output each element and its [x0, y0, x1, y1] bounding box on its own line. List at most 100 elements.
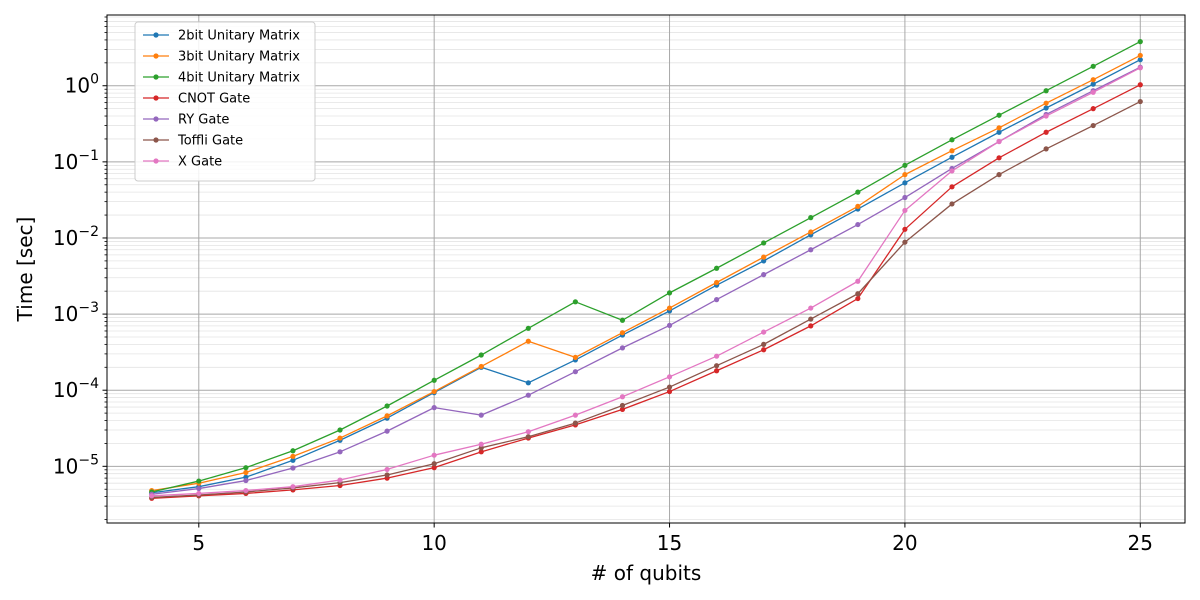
series-line	[151, 41, 1141, 493]
data-point	[290, 453, 296, 459]
legend-entry: CNOT Gate	[143, 92, 250, 107]
data-point	[478, 441, 484, 447]
data-point	[384, 466, 390, 473]
data-point	[761, 272, 767, 278]
data-point	[619, 406, 626, 412]
data-point	[761, 254, 767, 260]
series-layer	[149, 39, 1143, 501]
data-point	[431, 465, 437, 471]
data-point	[384, 413, 390, 419]
legend-marker-swatch	[153, 74, 159, 80]
data-point	[1043, 100, 1049, 106]
data-point	[431, 377, 437, 383]
data-point	[149, 493, 155, 499]
data-point	[996, 125, 1002, 131]
data-point	[761, 258, 767, 264]
data-point	[1090, 81, 1096, 87]
data-point	[1137, 82, 1143, 88]
data-point	[1090, 122, 1096, 129]
data-point	[902, 180, 908, 186]
data-point	[1090, 89, 1096, 95]
legend-marker-swatch	[153, 137, 159, 143]
legend-entry: 4bit Unitary Matrix	[143, 71, 300, 86]
data-point	[666, 374, 673, 380]
data-point	[337, 427, 343, 433]
data-point	[666, 305, 673, 311]
data-point	[196, 478, 202, 484]
data-point	[243, 469, 249, 476]
data-point	[808, 323, 814, 329]
data-point	[1090, 77, 1096, 83]
series-line	[151, 54, 1141, 492]
x-tick-label: 10	[421, 531, 446, 555]
x-tick-label: 5	[192, 531, 205, 555]
data-point	[761, 240, 767, 246]
data-point	[949, 201, 955, 207]
data-point	[902, 172, 908, 178]
x-tick-label: 20	[892, 531, 917, 555]
data-point	[572, 369, 578, 375]
y-tick-label: 10−2	[53, 224, 99, 250]
data-point	[808, 247, 814, 253]
legend-box	[134, 21, 316, 182]
data-point	[714, 265, 720, 271]
series-4bit-unitary-matrix	[149, 39, 1143, 495]
legend-entry: X Gate	[143, 155, 222, 170]
data-point	[1043, 146, 1049, 152]
data-point	[572, 412, 578, 418]
legend-entry: RY Gate	[143, 113, 229, 128]
data-point	[572, 299, 578, 305]
data-point	[1043, 105, 1049, 111]
data-point	[243, 487, 249, 494]
data-point	[243, 477, 249, 484]
data-point	[855, 189, 861, 195]
data-point	[855, 203, 861, 209]
data-point	[384, 428, 390, 434]
series-3bit-unitary-matrix	[149, 52, 1143, 494]
y-tick-label: 10−1	[53, 148, 99, 174]
data-point	[902, 226, 908, 232]
legend-marker-swatch	[153, 116, 159, 122]
x-axis-label: # of qubits	[591, 561, 702, 585]
data-point	[1137, 65, 1143, 71]
data-point	[855, 291, 861, 297]
data-point	[572, 420, 578, 426]
data-point	[1137, 39, 1143, 45]
data-point	[761, 341, 767, 347]
data-point	[431, 405, 437, 411]
data-point	[337, 449, 343, 455]
data-point	[619, 317, 626, 323]
data-point	[431, 461, 437, 467]
data-point	[808, 215, 814, 221]
data-point	[902, 162, 908, 168]
data-point	[290, 484, 296, 490]
legend-entry: 2bit Unitary Matrix	[143, 29, 300, 44]
data-point	[666, 384, 673, 390]
data-point	[619, 345, 626, 351]
ticks-layer: 10−5 10−4 10−3 10−2 10−1 100 5 10 15 20 25	[53, 16, 1153, 555]
data-point	[949, 154, 955, 160]
data-point	[949, 137, 955, 143]
series-line	[151, 100, 1141, 499]
data-point	[384, 472, 390, 478]
data-point	[808, 305, 814, 311]
data-point	[714, 279, 720, 286]
data-point	[996, 129, 1002, 135]
data-point	[290, 465, 296, 471]
data-point	[337, 477, 343, 483]
data-point	[290, 457, 296, 463]
data-point	[431, 388, 437, 395]
data-point	[431, 452, 437, 458]
data-point	[478, 449, 484, 455]
data-point	[1090, 63, 1096, 69]
legend-label: 4bit Unitary Matrix	[178, 71, 300, 86]
data-point	[855, 278, 861, 284]
data-point	[525, 325, 531, 331]
series-cnot-gate	[149, 82, 1143, 501]
data-point	[666, 388, 673, 395]
series-x-gate	[149, 65, 1143, 499]
legend-entry: Toffli Gate	[143, 134, 243, 149]
legend: 2bit Unitary Matrix 3bit Unitary Matrix 4b…	[134, 21, 316, 182]
data-point	[478, 352, 484, 358]
